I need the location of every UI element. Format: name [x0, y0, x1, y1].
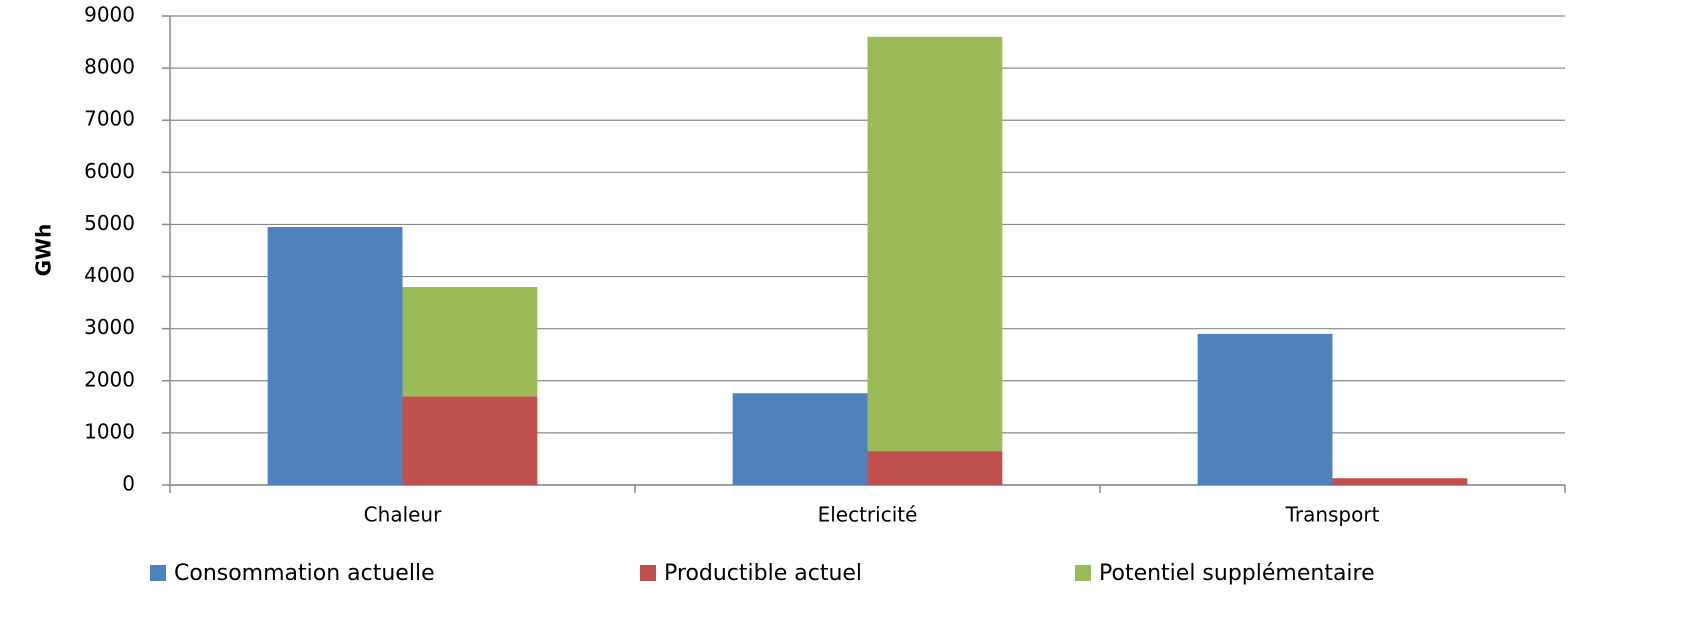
y-tick-label: 2000	[84, 367, 135, 391]
bar	[1197, 333, 1333, 485]
y-tick-label: 1000	[84, 419, 135, 443]
bar	[267, 227, 403, 486]
y-tick-label: 3000	[84, 315, 135, 339]
legend-swatch	[150, 565, 166, 581]
x-tick-label: Transport	[1285, 503, 1380, 527]
y-tick-label: 8000	[84, 55, 135, 79]
bar	[402, 286, 538, 397]
legend-swatch	[640, 565, 656, 581]
legend-label: Productible actuel	[664, 561, 862, 586]
x-tick-label: Chaleur	[364, 503, 442, 527]
y-tick-label: 7000	[84, 107, 135, 131]
legend-swatch	[1075, 565, 1091, 581]
legend-label: Consommation actuelle	[174, 561, 435, 586]
y-tick-label: 6000	[84, 159, 135, 183]
y-tick-label: 9000	[84, 3, 135, 27]
bar	[867, 451, 1003, 485]
y-tick-label: 5000	[84, 211, 135, 235]
bar	[1332, 478, 1468, 485]
y-axis-label: GWh	[32, 224, 56, 277]
bar	[732, 393, 868, 485]
y-tick-label: 0	[122, 472, 135, 496]
x-tick-label: Electricité	[818, 503, 918, 527]
legend-label: Potentiel supplémentaire	[1099, 561, 1375, 586]
y-tick-label: 4000	[84, 263, 135, 287]
bar	[402, 396, 538, 485]
bar	[867, 36, 1003, 452]
